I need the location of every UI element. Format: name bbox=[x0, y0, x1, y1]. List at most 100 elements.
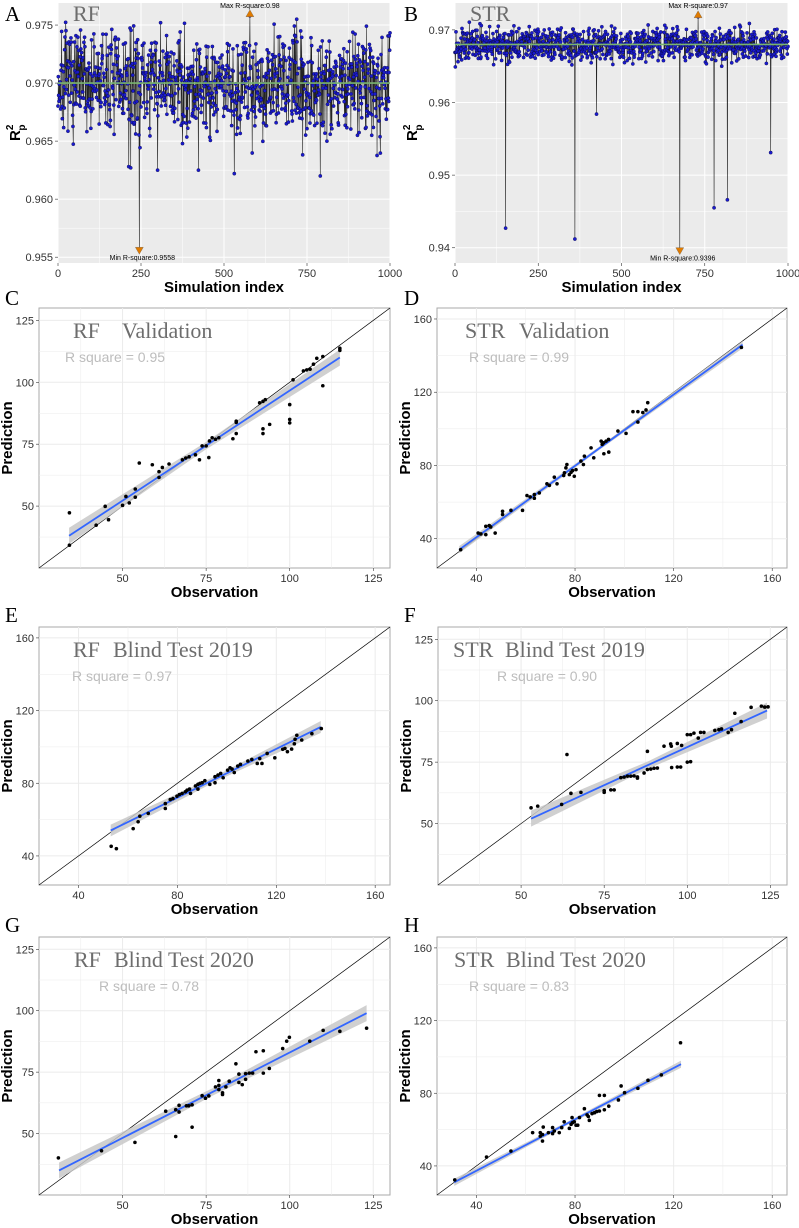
data-point bbox=[60, 95, 65, 99]
data-point bbox=[271, 100, 275, 105]
data-point bbox=[184, 121, 188, 125]
data-point bbox=[147, 83, 151, 88]
x-tick-label: 40 bbox=[470, 1200, 482, 1212]
y-tick-label: 0.960 bbox=[25, 194, 53, 206]
data-point bbox=[103, 99, 108, 104]
data-point bbox=[780, 29, 784, 34]
data-point bbox=[580, 55, 585, 59]
data-point bbox=[220, 1092, 225, 1097]
data-point bbox=[594, 1109, 599, 1114]
data-point bbox=[75, 45, 79, 49]
y-axis-title: Prediction bbox=[398, 719, 415, 792]
data-point bbox=[597, 1093, 602, 1098]
data-point bbox=[246, 111, 251, 116]
data-point bbox=[350, 83, 355, 88]
data-point bbox=[194, 116, 198, 120]
data-point bbox=[628, 774, 633, 778]
data-point bbox=[266, 50, 271, 55]
data-point bbox=[364, 24, 369, 28]
data-point bbox=[636, 409, 640, 414]
y-axis-title: Prediction bbox=[0, 1029, 16, 1102]
data-point bbox=[97, 72, 102, 76]
data-point bbox=[155, 168, 160, 172]
data-point bbox=[549, 33, 554, 38]
data-point bbox=[299, 35, 304, 40]
data-point bbox=[190, 111, 195, 116]
data-point bbox=[754, 36, 759, 40]
data-point bbox=[198, 65, 203, 69]
data-point bbox=[131, 826, 135, 831]
data-point bbox=[271, 108, 276, 113]
data-point bbox=[503, 226, 508, 230]
data-point bbox=[253, 115, 258, 119]
data-point bbox=[631, 409, 635, 414]
data-point bbox=[203, 1096, 208, 1100]
data-point bbox=[310, 60, 315, 65]
data-point bbox=[600, 24, 604, 29]
data-point bbox=[105, 53, 109, 58]
data-point bbox=[743, 54, 748, 58]
data-point bbox=[113, 35, 118, 40]
data-point bbox=[641, 28, 646, 33]
data-point bbox=[348, 127, 353, 131]
data-point bbox=[367, 55, 372, 60]
data-point bbox=[315, 77, 320, 82]
data-point bbox=[101, 83, 106, 88]
data-point bbox=[230, 767, 234, 771]
data-point bbox=[320, 78, 324, 83]
data-point bbox=[642, 771, 646, 775]
data-point bbox=[190, 1103, 194, 1107]
x-tick-label: 250 bbox=[132, 268, 150, 280]
x-axis-title: Simulation index bbox=[561, 279, 682, 296]
data-point bbox=[232, 113, 236, 117]
fit-line bbox=[530, 709, 768, 820]
x-tick-label: 1000 bbox=[776, 268, 799, 280]
data-point bbox=[352, 101, 356, 106]
data-point bbox=[375, 153, 379, 158]
data-point bbox=[145, 62, 150, 67]
data-point bbox=[81, 96, 86, 101]
data-point bbox=[561, 473, 566, 478]
data-point bbox=[479, 23, 484, 28]
data-point bbox=[551, 38, 555, 42]
data-point bbox=[250, 151, 255, 155]
data-point bbox=[621, 55, 626, 60]
data-point bbox=[624, 431, 628, 436]
data-point bbox=[137, 461, 142, 465]
data-point bbox=[92, 71, 97, 75]
data-point bbox=[466, 56, 471, 60]
data-point bbox=[114, 846, 119, 851]
data-point bbox=[334, 61, 338, 65]
data-point bbox=[647, 46, 651, 51]
data-point bbox=[372, 98, 376, 103]
data-point bbox=[142, 41, 146, 45]
data-point bbox=[625, 774, 630, 778]
data-point bbox=[355, 53, 360, 58]
data-point bbox=[292, 24, 297, 28]
data-point bbox=[676, 34, 680, 39]
data-point bbox=[338, 1029, 342, 1034]
data-point bbox=[734, 49, 738, 54]
data-point bbox=[200, 444, 204, 448]
data-point bbox=[515, 39, 520, 44]
data-point bbox=[591, 38, 596, 43]
data-point bbox=[635, 776, 640, 780]
data-point bbox=[384, 117, 389, 122]
data-point bbox=[292, 99, 296, 104]
data-point bbox=[146, 53, 151, 57]
data-point bbox=[713, 728, 717, 733]
data-point bbox=[149, 60, 153, 65]
data-point bbox=[304, 99, 308, 103]
data-point bbox=[196, 787, 200, 791]
data-point bbox=[362, 95, 366, 100]
x-tick-label: 50 bbox=[515, 890, 527, 902]
data-point bbox=[66, 93, 71, 97]
data-point bbox=[337, 100, 341, 105]
data-point bbox=[512, 24, 516, 28]
data-point bbox=[542, 53, 546, 57]
data-point bbox=[765, 52, 770, 56]
data-point bbox=[355, 64, 359, 69]
data-point bbox=[96, 51, 101, 56]
data-point bbox=[570, 35, 575, 40]
data-point bbox=[261, 1048, 266, 1053]
